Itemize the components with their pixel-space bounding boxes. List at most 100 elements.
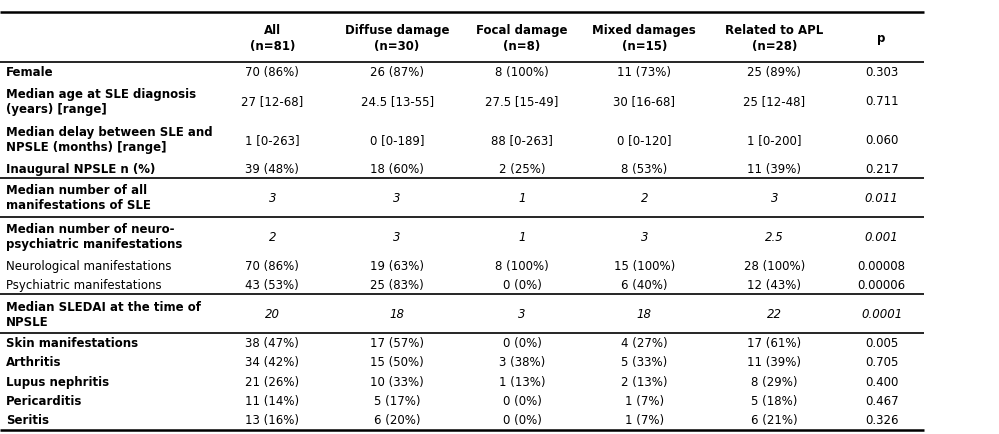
Text: 0.011: 0.011	[865, 191, 898, 204]
Text: Pericarditis: Pericarditis	[6, 394, 82, 407]
Text: Focal damage
(n=8): Focal damage (n=8)	[477, 23, 567, 53]
Text: 0.467: 0.467	[865, 394, 898, 407]
Text: 0.005: 0.005	[865, 336, 898, 349]
Text: 0 [0-189]: 0 [0-189]	[370, 134, 425, 147]
Text: 15 (100%): 15 (100%)	[613, 259, 675, 272]
Text: Neurological manifestations: Neurological manifestations	[6, 259, 172, 272]
Text: 18: 18	[636, 307, 652, 320]
Text: Diffuse damage
(n=30): Diffuse damage (n=30)	[345, 23, 450, 53]
Text: 3: 3	[640, 230, 648, 243]
Text: 2: 2	[640, 191, 648, 204]
Text: Seritis: Seritis	[6, 414, 49, 427]
Text: 11 (39%): 11 (39%)	[747, 163, 801, 176]
Text: 2 (25%): 2 (25%)	[499, 163, 545, 176]
Text: 0 (0%): 0 (0%)	[502, 279, 541, 291]
Text: 8 (29%): 8 (29%)	[751, 375, 797, 388]
Text: 17 (61%): 17 (61%)	[747, 336, 801, 349]
Text: 3: 3	[770, 191, 778, 204]
Text: 70 (86%): 70 (86%)	[246, 259, 299, 272]
Text: 0.400: 0.400	[865, 375, 898, 388]
Text: 8 (100%): 8 (100%)	[496, 66, 548, 79]
Text: p: p	[877, 32, 886, 44]
Text: 27.5 [15-49]: 27.5 [15-49]	[486, 95, 558, 108]
Text: 88 [0-263]: 88 [0-263]	[492, 134, 552, 147]
Text: 5 (18%): 5 (18%)	[751, 394, 797, 407]
Text: 28 (100%): 28 (100%)	[743, 259, 805, 272]
Text: 3 (38%): 3 (38%)	[499, 355, 545, 368]
Text: 3: 3	[394, 191, 401, 204]
Text: 0.00008: 0.00008	[857, 259, 906, 272]
Text: 20: 20	[265, 307, 280, 320]
Text: 43 (53%): 43 (53%)	[246, 279, 299, 291]
Text: Median age at SLE diagnosis
(years) [range]: Median age at SLE diagnosis (years) [ran…	[6, 88, 196, 115]
Text: 1 [0-200]: 1 [0-200]	[747, 134, 801, 147]
Text: 18 (60%): 18 (60%)	[371, 163, 424, 176]
Text: 22: 22	[766, 307, 782, 320]
Text: 11 (73%): 11 (73%)	[617, 66, 671, 79]
Text: 38 (47%): 38 (47%)	[246, 336, 299, 349]
Text: 0.326: 0.326	[865, 414, 898, 427]
Text: 10 (33%): 10 (33%)	[371, 375, 424, 388]
Text: 1 (7%): 1 (7%)	[624, 394, 664, 407]
Text: 1: 1	[518, 230, 525, 243]
Text: 4 (27%): 4 (27%)	[621, 336, 667, 349]
Text: 13 (16%): 13 (16%)	[245, 414, 300, 427]
Text: 2: 2	[269, 230, 276, 243]
Text: 34 (42%): 34 (42%)	[245, 355, 300, 368]
Text: Skin manifestations: Skin manifestations	[6, 336, 138, 349]
Text: 11 (39%): 11 (39%)	[747, 355, 801, 368]
Text: 27 [12-68]: 27 [12-68]	[241, 95, 304, 108]
Text: Mixed damages
(n=15): Mixed damages (n=15)	[592, 23, 696, 53]
Text: 3: 3	[518, 307, 525, 320]
Text: 24.5 [13-55]: 24.5 [13-55]	[361, 95, 434, 108]
Text: 8 (100%): 8 (100%)	[496, 259, 548, 272]
Text: 3: 3	[269, 191, 276, 204]
Text: 19 (63%): 19 (63%)	[370, 259, 425, 272]
Text: 12 (43%): 12 (43%)	[747, 279, 801, 291]
Text: 0 (0%): 0 (0%)	[502, 414, 541, 427]
Text: Median delay between SLE and
NPSLE (months) [range]: Median delay between SLE and NPSLE (mont…	[6, 126, 213, 154]
Text: 1 (13%): 1 (13%)	[499, 375, 545, 388]
Text: 0 [0-120]: 0 [0-120]	[617, 134, 671, 147]
Text: 1 [0-263]: 1 [0-263]	[245, 134, 300, 147]
Text: 0.00006: 0.00006	[857, 279, 906, 291]
Text: 1: 1	[518, 191, 525, 204]
Text: 0 (0%): 0 (0%)	[502, 394, 541, 407]
Text: 0 (0%): 0 (0%)	[502, 336, 541, 349]
Text: 25 (83%): 25 (83%)	[371, 279, 424, 291]
Text: 11 (14%): 11 (14%)	[245, 394, 300, 407]
Text: Psychiatric manifestations: Psychiatric manifestations	[6, 279, 162, 291]
Text: 30 [16-68]: 30 [16-68]	[613, 95, 675, 108]
Text: 3: 3	[394, 230, 401, 243]
Text: 0.001: 0.001	[865, 230, 898, 243]
Text: 18: 18	[390, 307, 405, 320]
Text: Arthritis: Arthritis	[6, 355, 62, 368]
Text: 39 (48%): 39 (48%)	[246, 163, 299, 176]
Text: 8 (53%): 8 (53%)	[621, 163, 667, 176]
Text: 26 (87%): 26 (87%)	[370, 66, 425, 79]
Text: 15 (50%): 15 (50%)	[371, 355, 424, 368]
Text: 0.0001: 0.0001	[861, 307, 902, 320]
Text: 1 (7%): 1 (7%)	[624, 414, 664, 427]
Text: Median number of neuro-
psychiatric manifestations: Median number of neuro- psychiatric mani…	[6, 223, 183, 250]
Text: Median SLEDAI at the time of
NPSLE: Median SLEDAI at the time of NPSLE	[6, 300, 201, 328]
Text: 6 (20%): 6 (20%)	[374, 414, 421, 427]
Text: Female: Female	[6, 66, 54, 79]
Text: 0.705: 0.705	[865, 355, 898, 368]
Text: 0.711: 0.711	[865, 95, 898, 108]
Text: 17 (57%): 17 (57%)	[370, 336, 425, 349]
Text: 6 (40%): 6 (40%)	[621, 279, 667, 291]
Text: 70 (86%): 70 (86%)	[246, 66, 299, 79]
Text: 0.217: 0.217	[865, 163, 898, 176]
Text: 25 (89%): 25 (89%)	[747, 66, 801, 79]
Text: 5 (17%): 5 (17%)	[374, 394, 421, 407]
Text: 2.5: 2.5	[765, 230, 783, 243]
Text: Inaugural NPSLE n (%): Inaugural NPSLE n (%)	[6, 163, 156, 176]
Text: 21 (26%): 21 (26%)	[245, 375, 300, 388]
Text: Related to APL
(n=28): Related to APL (n=28)	[725, 23, 823, 53]
Text: Median number of all
manifestations of SLE: Median number of all manifestations of S…	[6, 184, 151, 212]
Text: Lupus nephritis: Lupus nephritis	[6, 375, 109, 388]
Text: 5 (33%): 5 (33%)	[621, 355, 667, 368]
Text: All
(n=81): All (n=81)	[250, 23, 295, 53]
Text: 0.303: 0.303	[865, 66, 898, 79]
